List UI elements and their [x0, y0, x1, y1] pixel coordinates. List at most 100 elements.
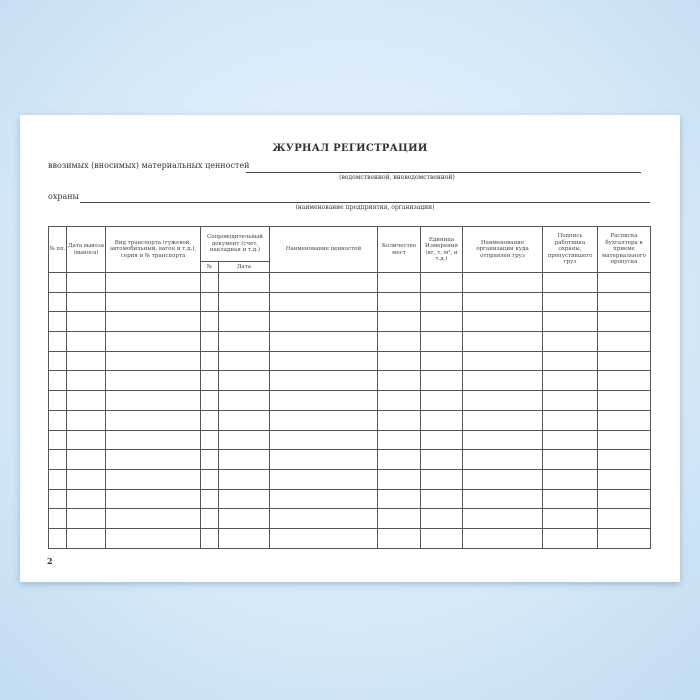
table-cell[interactable]	[200, 488, 219, 510]
table-cell[interactable]	[542, 409, 598, 431]
table-cell[interactable]	[597, 272, 651, 293]
table-cell[interactable]	[200, 409, 219, 431]
table-cell[interactable]	[462, 488, 543, 510]
table-cell[interactable]	[597, 449, 651, 470]
table-cell[interactable]	[105, 508, 201, 529]
table-cell[interactable]	[218, 527, 270, 549]
table-cell[interactable]	[48, 350, 67, 372]
table-cell[interactable]	[377, 508, 421, 529]
table-cell[interactable]	[420, 468, 463, 490]
table-cell[interactable]	[105, 331, 201, 352]
table-cell[interactable]	[462, 390, 543, 411]
table-cell[interactable]	[377, 409, 421, 431]
table-cell[interactable]	[542, 350, 598, 372]
table-cell[interactable]	[66, 291, 106, 313]
table-cell[interactable]	[105, 429, 201, 451]
table-cell[interactable]	[105, 468, 201, 490]
table-cell[interactable]	[105, 390, 201, 411]
table-cell[interactable]	[462, 350, 543, 372]
table-cell[interactable]	[377, 291, 421, 313]
table-cell[interactable]	[269, 390, 378, 411]
table-cell[interactable]	[105, 291, 201, 313]
table-cell[interactable]	[218, 488, 270, 510]
table-cell[interactable]	[377, 350, 421, 372]
table-cell[interactable]	[218, 508, 270, 529]
table-cell[interactable]	[269, 468, 378, 490]
table-cell[interactable]	[66, 429, 106, 451]
table-cell[interactable]	[597, 311, 651, 333]
table-cell[interactable]	[105, 409, 201, 431]
table-cell[interactable]	[218, 468, 270, 490]
table-cell[interactable]	[66, 449, 106, 470]
table-cell[interactable]	[48, 488, 67, 510]
table-cell[interactable]	[218, 370, 270, 392]
table-cell[interactable]	[462, 272, 543, 293]
table-cell[interactable]	[66, 527, 106, 549]
table-cell[interactable]	[269, 291, 378, 313]
table-cell[interactable]	[420, 331, 463, 352]
table-cell[interactable]	[462, 527, 543, 549]
table-cell[interactable]	[597, 527, 651, 549]
table-cell[interactable]	[66, 331, 106, 352]
table-cell[interactable]	[462, 429, 543, 451]
table-cell[interactable]	[218, 311, 270, 333]
table-cell[interactable]	[462, 409, 543, 431]
table-cell[interactable]	[377, 449, 421, 470]
table-cell[interactable]	[200, 390, 219, 411]
table-cell[interactable]	[542, 311, 598, 333]
table-cell[interactable]	[597, 488, 651, 510]
table-cell[interactable]	[420, 390, 463, 411]
table-cell[interactable]	[462, 331, 543, 352]
table-cell[interactable]	[269, 409, 378, 431]
table-cell[interactable]	[542, 370, 598, 392]
table-cell[interactable]	[218, 429, 270, 451]
table-cell[interactable]	[200, 449, 219, 470]
table-cell[interactable]	[200, 370, 219, 392]
table-cell[interactable]	[462, 291, 543, 313]
table-cell[interactable]	[420, 429, 463, 451]
table-cell[interactable]	[200, 311, 219, 333]
table-cell[interactable]	[66, 390, 106, 411]
table-cell[interactable]	[66, 508, 106, 529]
table-cell[interactable]	[597, 409, 651, 431]
table-cell[interactable]	[377, 272, 421, 293]
table-cell[interactable]	[48, 390, 67, 411]
table-cell[interactable]	[66, 488, 106, 510]
table-cell[interactable]	[218, 409, 270, 431]
table-cell[interactable]	[66, 350, 106, 372]
table-cell[interactable]	[597, 350, 651, 372]
table-cell[interactable]	[200, 291, 219, 313]
table-cell[interactable]	[377, 488, 421, 510]
table-cell[interactable]	[462, 449, 543, 470]
table-cell[interactable]	[542, 449, 598, 470]
table-cell[interactable]	[218, 272, 270, 293]
table-cell[interactable]	[377, 527, 421, 549]
table-cell[interactable]	[462, 468, 543, 490]
table-cell[interactable]	[377, 468, 421, 490]
table-cell[interactable]	[200, 429, 219, 451]
table-cell[interactable]	[542, 291, 598, 313]
table-cell[interactable]	[269, 488, 378, 510]
table-cell[interactable]	[542, 508, 598, 529]
table-cell[interactable]	[66, 311, 106, 333]
table-cell[interactable]	[200, 331, 219, 352]
table-cell[interactable]	[218, 449, 270, 470]
table-cell[interactable]	[420, 291, 463, 313]
table-cell[interactable]	[542, 488, 598, 510]
table-cell[interactable]	[597, 468, 651, 490]
table-cell[interactable]	[269, 508, 378, 529]
table-cell[interactable]	[200, 468, 219, 490]
line2-field[interactable]	[80, 202, 650, 203]
table-cell[interactable]	[420, 508, 463, 529]
table-cell[interactable]	[200, 508, 219, 529]
table-cell[interactable]	[597, 370, 651, 392]
table-cell[interactable]	[48, 508, 67, 529]
table-cell[interactable]	[542, 468, 598, 490]
table-cell[interactable]	[105, 449, 201, 470]
table-cell[interactable]	[597, 331, 651, 352]
table-cell[interactable]	[597, 291, 651, 313]
table-cell[interactable]	[200, 272, 219, 293]
table-cell[interactable]	[48, 331, 67, 352]
table-cell[interactable]	[377, 429, 421, 451]
table-cell[interactable]	[269, 449, 378, 470]
